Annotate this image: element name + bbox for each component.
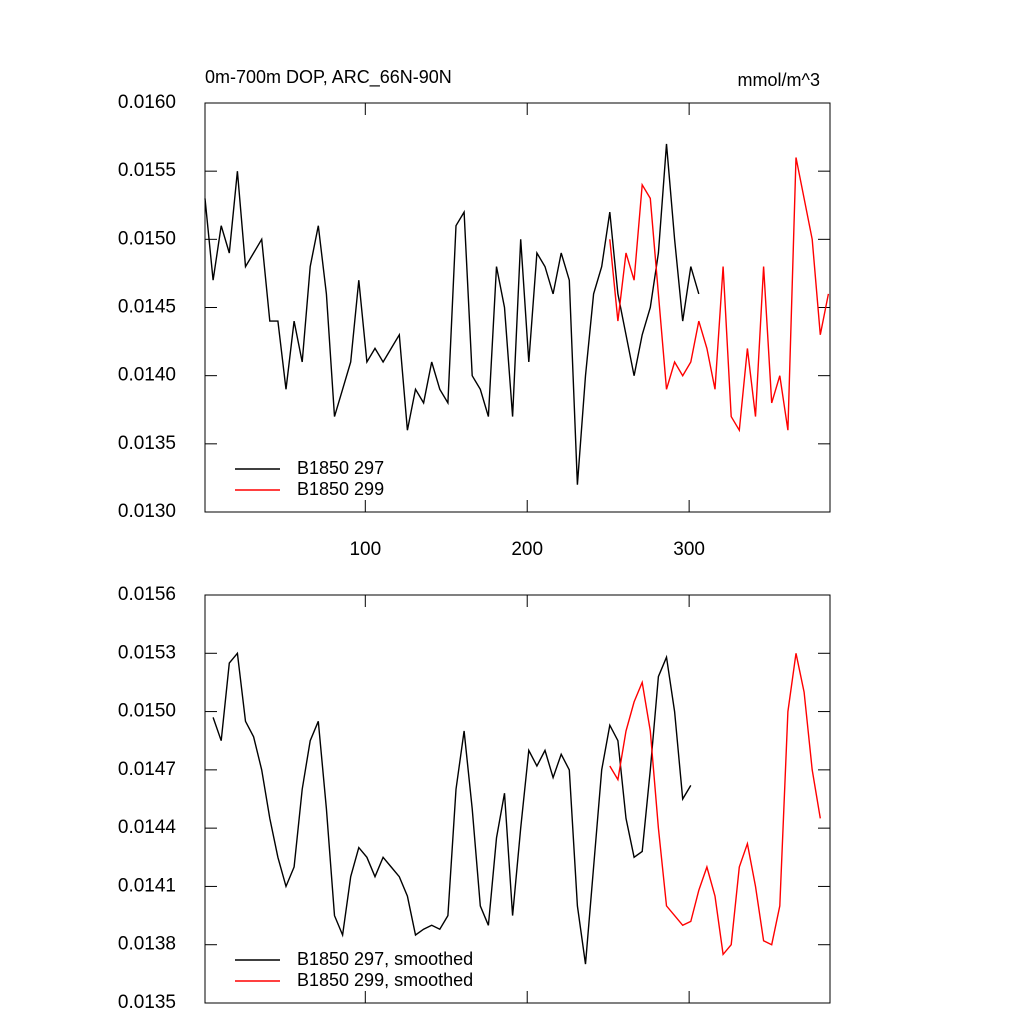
y-tick-label: 0.0156 (118, 584, 176, 605)
y-tick-label: 0.0153 (118, 642, 176, 663)
y-tick-label: 0.0130 (118, 501, 176, 522)
y-tick-label: 0.0147 (118, 759, 176, 780)
y-tick-label: 0.0140 (118, 365, 176, 386)
y-tick-label: 0.0155 (118, 160, 176, 181)
legend-label: B1850 299 (297, 479, 384, 499)
y-tick-label: 0.0141 (118, 875, 176, 896)
series-line (609, 653, 821, 957)
series-line (204, 143, 700, 485)
legend-label: B1850 299, smoothed (297, 970, 473, 990)
y-tick-label: 0.0144 (118, 817, 177, 838)
y-tick-label: 0.0160 (118, 92, 176, 113)
units-label: mmol/m^3 (738, 70, 820, 90)
y-tick-label: 0.0135 (118, 992, 176, 1013)
plot-frame (204, 594, 831, 1004)
y-tick-label: 0.0138 (118, 934, 176, 955)
y-tick-label: 0.0150 (118, 228, 176, 249)
legend-label: B1850 297, smoothed (297, 949, 473, 969)
legend-label: B1850 297 (297, 458, 384, 478)
x-tick-label: 300 (673, 539, 705, 560)
x-tick-label: 200 (511, 539, 543, 560)
y-tick-label: 0.0150 (118, 701, 176, 722)
y-tick-label: 0.0145 (118, 297, 176, 318)
series-line (212, 651, 692, 965)
y-tick-label: 0.0135 (118, 433, 176, 454)
series-line (609, 157, 830, 433)
chart-title: 0m-700m DOP, ARC_66N-90N (205, 67, 452, 88)
x-tick-label: 100 (349, 539, 381, 560)
